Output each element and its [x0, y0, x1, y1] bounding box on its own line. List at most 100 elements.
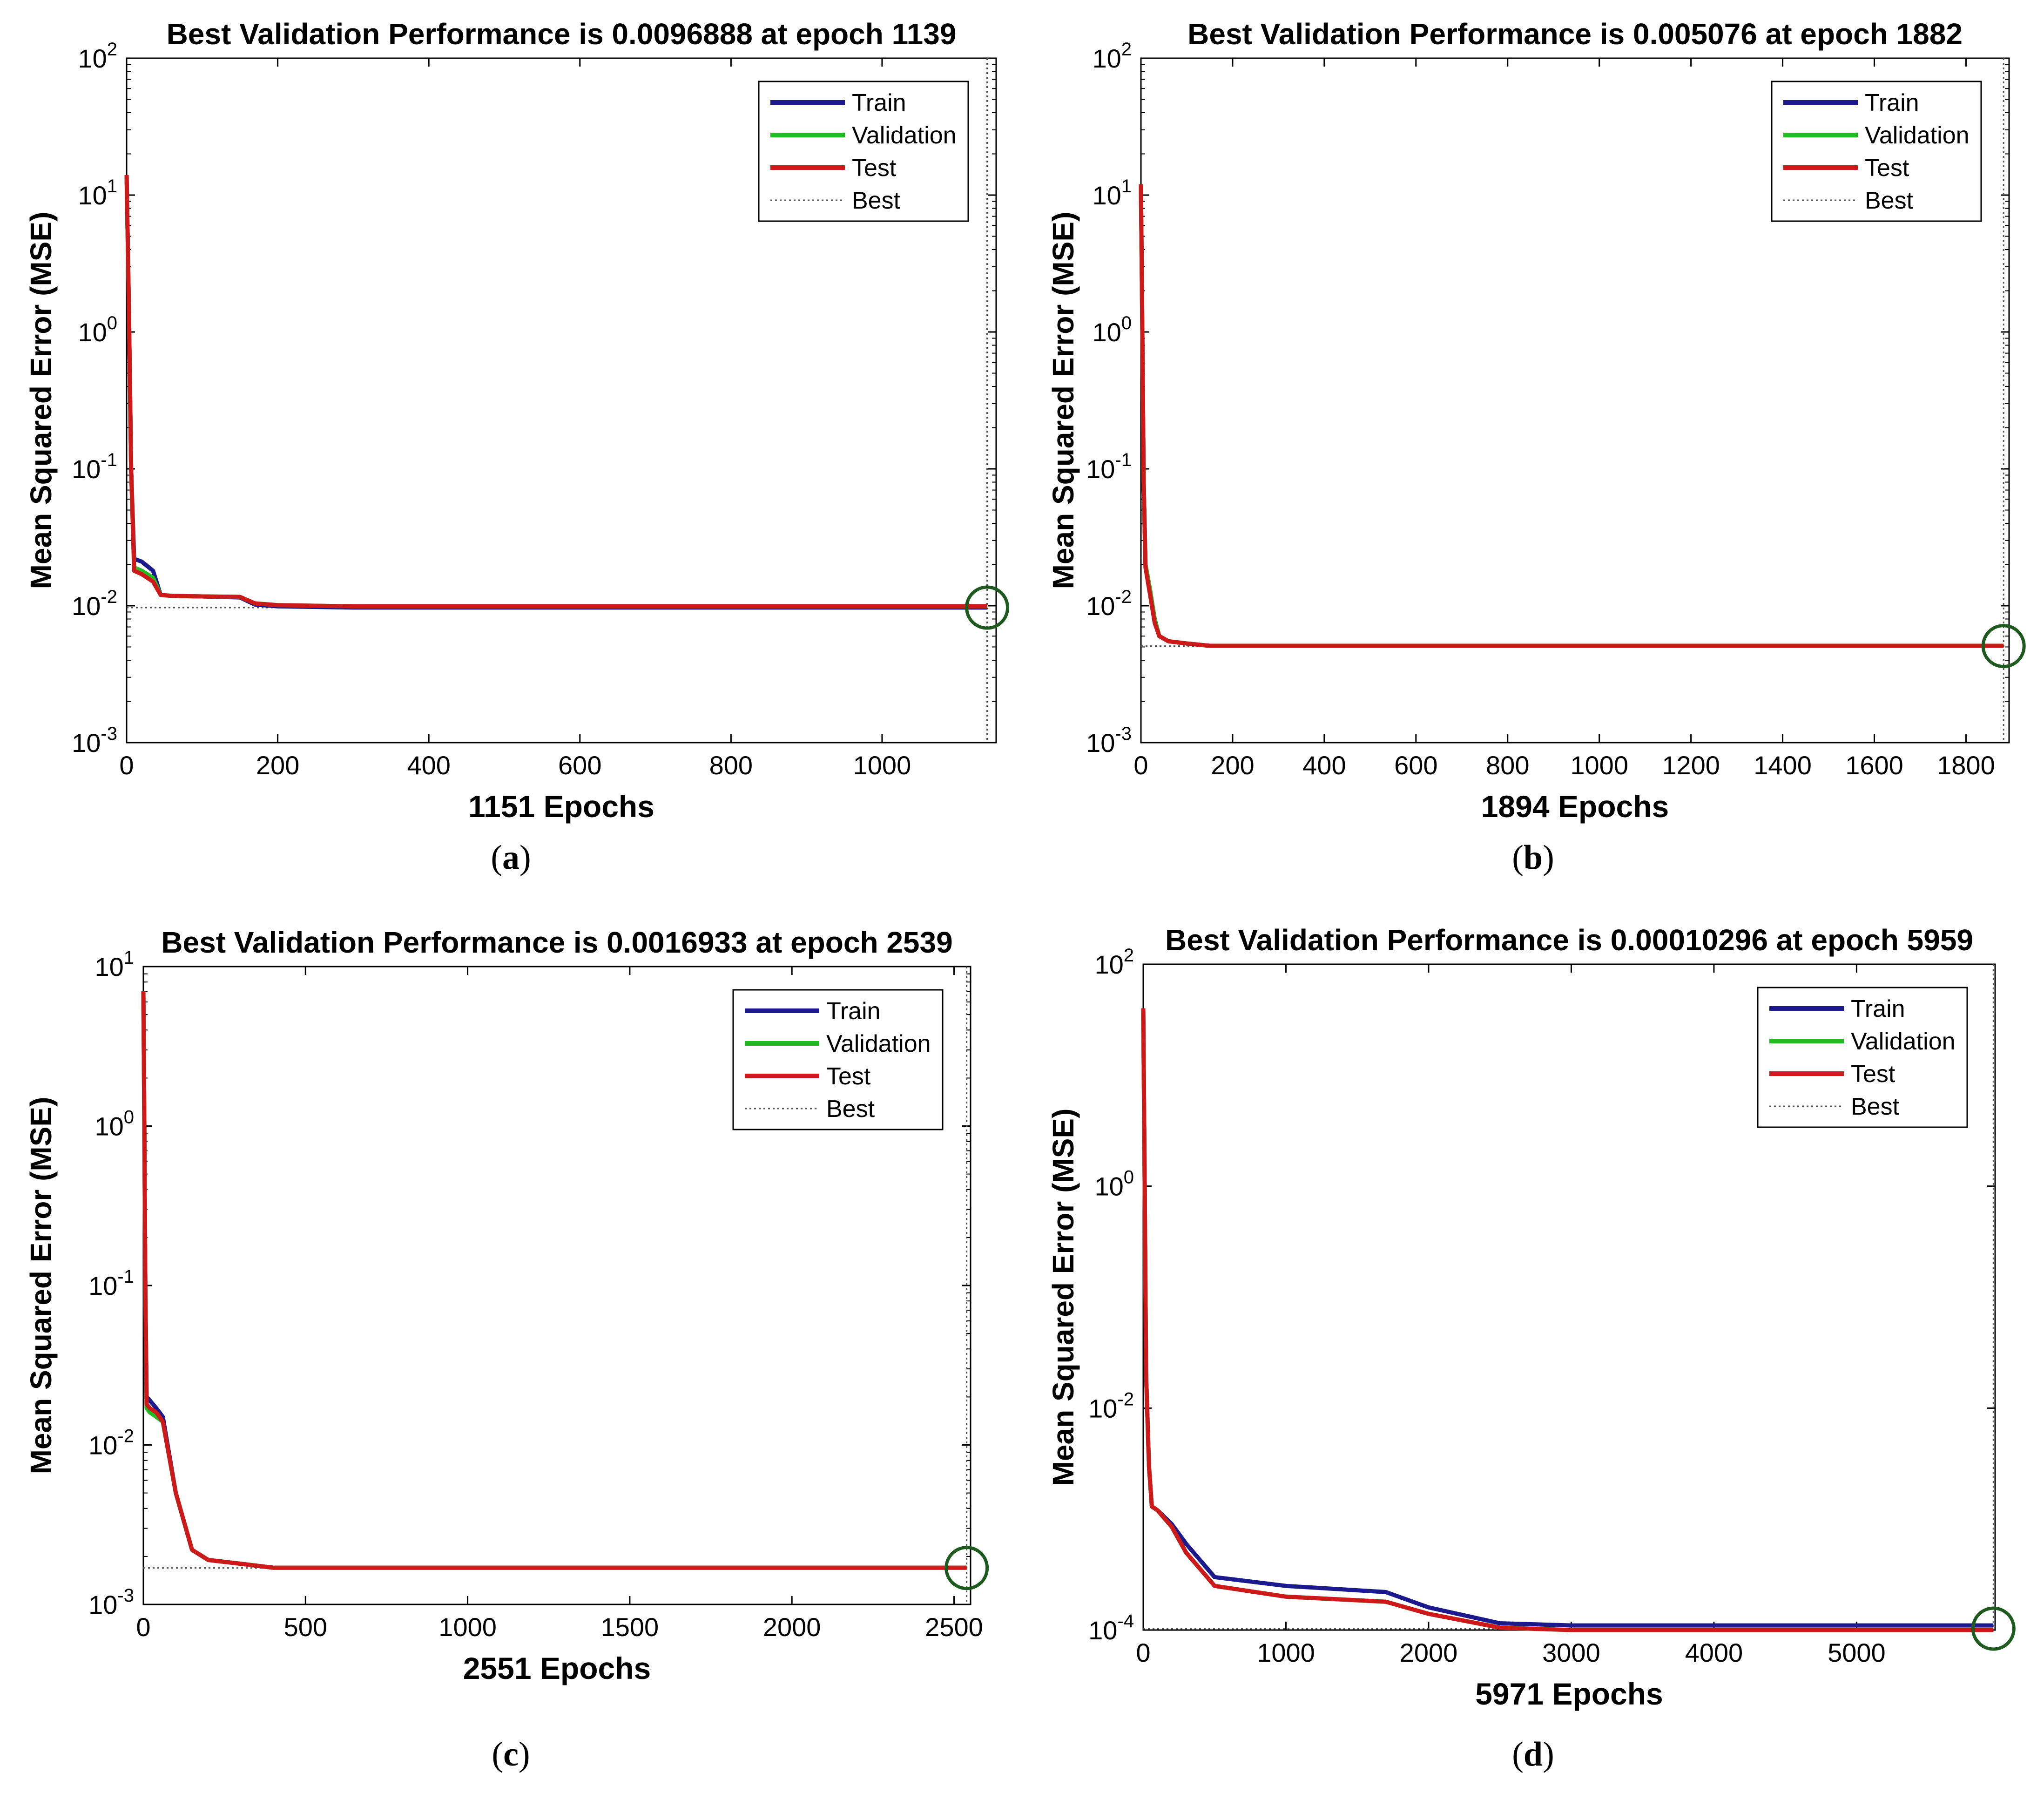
y-tick-base: 10 [1094, 950, 1123, 979]
x-tick-label: 1600 [1845, 751, 1903, 780]
y-tick-label: 101 [94, 947, 134, 981]
y-tick-base: 10 [78, 318, 107, 347]
x-tick-label: 0 [1136, 1638, 1150, 1667]
y-tick-exponent: 2 [1121, 39, 1132, 60]
y-tick-base: 10 [88, 1590, 117, 1619]
x-tick-label: 3000 [1542, 1638, 1600, 1667]
y-tick-base: 10 [1094, 1172, 1123, 1201]
y-tick-exponent: 0 [1124, 1167, 1134, 1188]
legend-label-validation: Validation [1865, 122, 1970, 149]
panel-d: 0 1000 2000 3000 4000 5000 10-4 10-2 100 102 Train… [1022, 897, 2044, 1793]
y-tick-exponent: 2 [107, 39, 117, 60]
best-point-marker [1981, 624, 2026, 669]
y-tick-base: 10 [1086, 728, 1115, 758]
chart-title: Best Validation Performance is 0.005076 … [1187, 17, 1963, 51]
y-axis-label: Mean Squared Error (MSE) [1046, 212, 1080, 589]
legend-label-best: Best [1865, 187, 1914, 214]
y-tick-base: 10 [88, 1431, 117, 1460]
y-tick-base: 10 [72, 728, 101, 758]
y-tick-base: 10 [1092, 181, 1121, 210]
y-tick-exponent: -2 [1115, 587, 1132, 607]
y-tick-exponent: -3 [1115, 724, 1132, 744]
x-tick-label: 400 [1302, 751, 1346, 780]
x-tick-label: 5000 [1828, 1638, 1886, 1667]
x-tick-label: 1000 [853, 751, 911, 780]
y-tick-label: 10-1 [72, 450, 117, 484]
x-tick-label: 2000 [763, 1612, 821, 1642]
y-tick-base: 10 [1086, 454, 1115, 484]
x-tick-label: 1400 [1754, 751, 1812, 780]
legend-label-test: Test [826, 1063, 871, 1090]
y-tick-base: 10 [1092, 318, 1121, 347]
x-tick-label: 0 [119, 751, 134, 780]
x-axis-label: 5971 Epochs [1475, 1677, 1663, 1711]
y-tick-base: 10 [78, 181, 107, 210]
legend-label-best: Best [826, 1096, 875, 1123]
y-tick-exponent: -2 [1117, 1389, 1134, 1409]
x-axis-label: 2551 Epochs [463, 1651, 651, 1685]
panel-a: 0 200 400 600 800 1000 10-3 10-2 10-1 100 101 102 Tr… [0, 0, 1022, 896]
panel-c: 0 500 1000 1500 2000 2500 10-3 10-2 10-1 100 101 Tr… [0, 897, 1022, 1793]
x-tick-label: 600 [1394, 751, 1437, 780]
chart-title: Best Validation Performance is 0.0016933… [161, 926, 952, 959]
series-line-test [1139, 184, 2004, 648]
y-tick-base: 10 [78, 44, 107, 73]
legend-label-test: Test [1851, 1061, 1896, 1088]
legend-label-best: Best [852, 187, 901, 214]
series-line-test [141, 991, 967, 1570]
legend-label-train: Train [826, 998, 881, 1025]
y-tick-exponent: -1 [1115, 450, 1132, 470]
x-tick-label: 800 [1486, 751, 1529, 780]
caption-a: (a) [491, 839, 531, 877]
y-tick-base: 10 [1088, 1616, 1117, 1645]
x-tick-label: 600 [558, 751, 601, 780]
series-line-test [124, 175, 987, 609]
x-tick-label: 0 [1133, 751, 1148, 780]
x-tick-label: 1000 [1570, 751, 1628, 780]
y-tick-label: 100 [78, 313, 117, 347]
y-tick-label: 10-2 [72, 587, 117, 621]
y-tick-label: 102 [1094, 945, 1134, 979]
y-tick-label: 10-1 [1086, 450, 1132, 484]
x-tick-label: 1000 [438, 1612, 497, 1642]
legend-label-validation: Validation [852, 122, 957, 149]
x-tick-label: 1000 [1257, 1638, 1315, 1667]
y-axis-label: Mean Squared Error (MSE) [1046, 1109, 1080, 1486]
y-tick-exponent: 1 [1121, 176, 1132, 196]
y-tick-exponent: 1 [124, 947, 134, 968]
y-tick-exponent: -3 [117, 1585, 134, 1606]
x-tick-label: 1800 [1937, 751, 1995, 780]
best-point-marker [1971, 1606, 2016, 1651]
x-tick-label: 2500 [925, 1612, 983, 1642]
chart-c: 0 500 1000 1500 2000 250010-310-210-1100101Tr… [24, 926, 989, 1685]
x-tick-label: 800 [709, 751, 753, 780]
y-tick-label: 101 [1092, 176, 1132, 210]
legend-label-validation: Validation [826, 1030, 931, 1057]
x-tick-label: 0 [136, 1612, 150, 1642]
legend-label-best: Best [1851, 1093, 1900, 1120]
chart-d: 0 1000 2000 3000 4000 500010-410-2100102Train… [1046, 923, 2016, 1711]
y-tick-label: 10-3 [88, 1585, 134, 1619]
legend-label-train: Train [852, 89, 906, 116]
y-tick-base: 10 [88, 1271, 117, 1300]
panel-b: 0 200 400 600 800 1000 1200 1400 1600 1800 10-3 10-… [1022, 0, 2044, 896]
y-tick-base: 10 [72, 454, 101, 484]
best-point-marker [965, 585, 1010, 630]
caption-b: (b) [1512, 839, 1554, 877]
x-tick-label: 500 [284, 1612, 327, 1642]
legend-label-train: Train [1851, 995, 1905, 1022]
y-tick-label: 10-2 [88, 1426, 134, 1460]
y-tick-base: 10 [94, 952, 123, 981]
x-tick-label: 400 [407, 751, 450, 780]
y-tick-label: 10-3 [72, 724, 117, 758]
x-axis-label: 1894 Epochs [1481, 789, 1669, 824]
x-axis-label: 1151 Epochs [468, 789, 654, 824]
legend-label-test: Test [852, 155, 897, 182]
y-tick-base: 10 [94, 1112, 123, 1141]
y-tick-label: 10-4 [1088, 1611, 1134, 1645]
y-tick-label: 101 [78, 176, 117, 210]
y-tick-label: 100 [94, 1107, 134, 1141]
chart-title: Best Validation Performance is 0.0096888… [167, 17, 957, 51]
chart-a: 0 200 400 600 800 100010-310-210-1100101102Tr… [24, 17, 1010, 824]
